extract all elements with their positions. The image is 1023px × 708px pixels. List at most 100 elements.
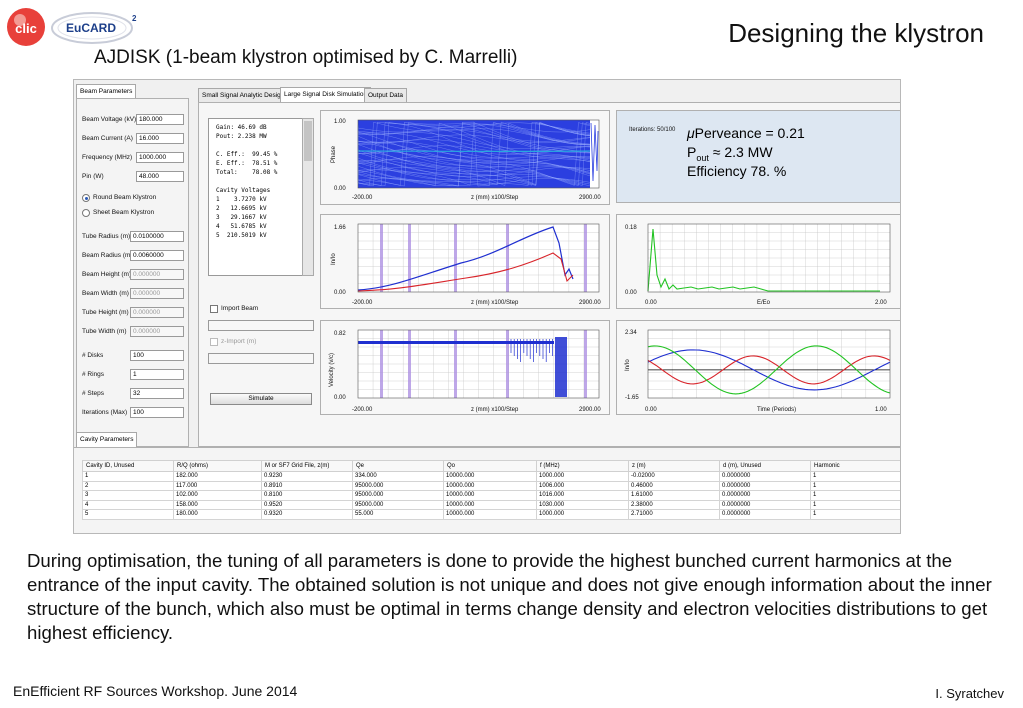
beam-radius-input[interactable]: 0.0060000 bbox=[130, 250, 184, 261]
phase-ymin: 0.00 bbox=[334, 186, 346, 192]
import-beam-path[interactable] bbox=[208, 320, 314, 331]
round-beam-radio[interactable] bbox=[82, 194, 90, 202]
column-header[interactable]: M or SF7 Grid File, z(m) bbox=[261, 460, 353, 472]
column-header[interactable]: R/Q (ohms) bbox=[173, 460, 262, 472]
column-header[interactable]: Cavity ID, Unused bbox=[82, 460, 174, 472]
table-cell[interactable]: 1 bbox=[810, 480, 900, 491]
simulate-button[interactable]: Simulate bbox=[210, 393, 312, 405]
pin-input[interactable]: 48.000 bbox=[136, 171, 184, 182]
pin-label: Pin (W) bbox=[82, 173, 104, 180]
table-cell[interactable]: 1006.000 bbox=[536, 480, 629, 491]
table-cell[interactable]: 0.8100 bbox=[261, 490, 353, 501]
tab-beam-parameters[interactable]: Beam Parameters bbox=[76, 84, 137, 99]
results-cavity-voltage: 2 12.6695 kV bbox=[216, 205, 267, 212]
scroll-thumb[interactable] bbox=[304, 121, 312, 161]
tab-large-signal[interactable]: Large Signal Disk Simulation bbox=[280, 87, 372, 102]
column-header[interactable]: d (m), Unused bbox=[719, 460, 811, 472]
table-cell[interactable]: 334.000 bbox=[352, 471, 444, 482]
disks-input[interactable]: 100 bbox=[130, 350, 184, 361]
spectrum-ymax: 0.18 bbox=[625, 225, 637, 231]
velocity-plot-svg: 0.82 0.00 Velocity (v/c) -200.00 z (mm) … bbox=[329, 329, 601, 413]
table-cell[interactable]: 2.71000 bbox=[628, 509, 720, 520]
table-cell[interactable]: 117.000 bbox=[173, 480, 262, 491]
table-cell[interactable]: 10000.000 bbox=[443, 499, 537, 510]
column-header[interactable]: Harmonic bbox=[810, 460, 900, 472]
column-header[interactable]: f (MHz) bbox=[536, 460, 629, 472]
iterations-input[interactable]: 100 bbox=[130, 407, 184, 418]
table-cell[interactable]: 1016.000 bbox=[536, 490, 629, 501]
tab-output-data[interactable]: Output Data bbox=[364, 88, 408, 102]
frequency-input[interactable]: 1000.000 bbox=[136, 152, 184, 163]
table-cell[interactable]: 95000.000 bbox=[352, 490, 444, 501]
table-cell[interactable]: 5 bbox=[82, 509, 174, 520]
table-cell[interactable]: 0.9230 bbox=[261, 471, 353, 482]
table-cell[interactable]: 0.46000 bbox=[628, 480, 720, 491]
table-row[interactable]: 5 180.000 0.9320 55.000 10000.000 1000.000 2.7… bbox=[82, 509, 900, 520]
table-cell[interactable]: 1.61000 bbox=[628, 490, 720, 501]
table-cell[interactable]: 10000.000 bbox=[443, 471, 537, 482]
optimisation-info-panel: Iterations: 50/100 μPerveance = 0.21 Pou… bbox=[616, 110, 900, 203]
tube-height-input[interactable]: 0.000000 bbox=[130, 307, 184, 318]
tube-height-label: Tube Height (m) bbox=[82, 309, 129, 316]
table-cell[interactable]: 1 bbox=[810, 490, 900, 501]
table-cell[interactable]: 95000.000 bbox=[352, 499, 444, 510]
results-gain: Gain: 46.69 dB bbox=[216, 124, 267, 131]
steps-input[interactable]: 32 bbox=[130, 388, 184, 399]
beam-current-input[interactable]: 16.000 bbox=[136, 133, 184, 144]
table-cell[interactable]: 182.000 bbox=[173, 471, 262, 482]
results-scrollbar[interactable] bbox=[302, 118, 314, 276]
tab-small-signal[interactable]: Small Signal Analytic Design bbox=[198, 88, 289, 102]
table-cell[interactable]: 55.000 bbox=[352, 509, 444, 520]
table-cell[interactable]: 0.9320 bbox=[261, 509, 353, 520]
table-cell[interactable]: 1000.000 bbox=[536, 471, 629, 482]
z-import-input[interactable] bbox=[208, 353, 314, 364]
table-cell[interactable]: 1 bbox=[810, 509, 900, 520]
table-cell[interactable]: -0.02000 bbox=[628, 471, 720, 482]
table-cell[interactable]: 1 bbox=[810, 499, 900, 510]
table-cell[interactable]: 1000.000 bbox=[536, 509, 629, 520]
sheet-beam-radio[interactable] bbox=[82, 209, 90, 217]
table-cell[interactable]: 3 bbox=[82, 490, 174, 501]
tube-radius-input[interactable]: 0.0100000 bbox=[130, 231, 184, 242]
table-cell[interactable]: 0.0000000 bbox=[719, 471, 811, 482]
table-cell[interactable]: 1030.000 bbox=[536, 499, 629, 510]
table-cell[interactable]: 0.0000000 bbox=[719, 490, 811, 501]
table-cell[interactable]: 0.8910 bbox=[261, 480, 353, 491]
table-cell[interactable]: 102.000 bbox=[173, 490, 262, 501]
z-import-checkbox[interactable] bbox=[210, 338, 218, 346]
tube-width-input[interactable]: 0.000000 bbox=[130, 326, 184, 337]
phase-fill bbox=[358, 120, 599, 188]
table-cell[interactable]: 4 bbox=[82, 499, 174, 510]
table-cell[interactable]: 10000.000 bbox=[443, 490, 537, 501]
column-header[interactable]: z (m) bbox=[628, 460, 720, 472]
phase-tail bbox=[590, 122, 599, 182]
table-cell[interactable]: 1 bbox=[810, 471, 900, 482]
table-cell[interactable]: 0.9520 bbox=[261, 499, 353, 510]
table-cell[interactable]: 0.0000000 bbox=[719, 499, 811, 510]
table-cell[interactable]: 10000.000 bbox=[443, 480, 537, 491]
table-cell[interactable]: 0.0000000 bbox=[719, 509, 811, 520]
results-textbox[interactable]: Gain: 46.69 dB Pout: 2.238 MW C. Eff.: 99… bbox=[208, 118, 314, 276]
column-header[interactable]: Qo bbox=[443, 460, 537, 472]
table-cell[interactable]: 158.000 bbox=[173, 499, 262, 510]
table-row[interactable]: 4 158.000 0.9520 95000.000 10000.000 1030.000… bbox=[82, 499, 900, 510]
table-row[interactable]: 1 182.000 0.9230 334.000 10000.000 1000.000 -0… bbox=[82, 471, 900, 482]
table-cell[interactable]: 1 bbox=[82, 471, 174, 482]
table-row[interactable]: 3 102.000 0.8100 95000.000 10000.000 1016.000… bbox=[82, 490, 900, 501]
table-cell[interactable]: 2.38000 bbox=[628, 499, 720, 510]
beam-voltage-input[interactable]: 180.000 bbox=[136, 114, 184, 125]
tab-cavity-parameters[interactable]: Cavity Parameters bbox=[76, 432, 138, 447]
table-cell[interactable]: 10000.000 bbox=[443, 509, 537, 520]
import-beam-checkbox[interactable] bbox=[210, 305, 218, 313]
spectrum-curve bbox=[647, 228, 880, 292]
table-cell[interactable]: 0.0000000 bbox=[719, 480, 811, 491]
beam-width-input[interactable]: 0.000000 bbox=[130, 288, 184, 299]
table-cell[interactable]: 95000.000 bbox=[352, 480, 444, 491]
phase-plot: 1.00 0.00 Phase -200.00 z (mm) x100/Step… bbox=[320, 110, 610, 205]
rings-input[interactable]: 1 bbox=[130, 369, 184, 380]
table-cell[interactable]: 2 bbox=[82, 480, 174, 491]
column-header[interactable]: Qe bbox=[352, 460, 444, 472]
beam-height-input[interactable]: 0.000000 bbox=[130, 269, 184, 280]
table-cell[interactable]: 180.000 bbox=[173, 509, 262, 520]
table-row[interactable]: 2 117.000 0.8910 95000.000 10000.000 1006.000… bbox=[82, 480, 900, 491]
